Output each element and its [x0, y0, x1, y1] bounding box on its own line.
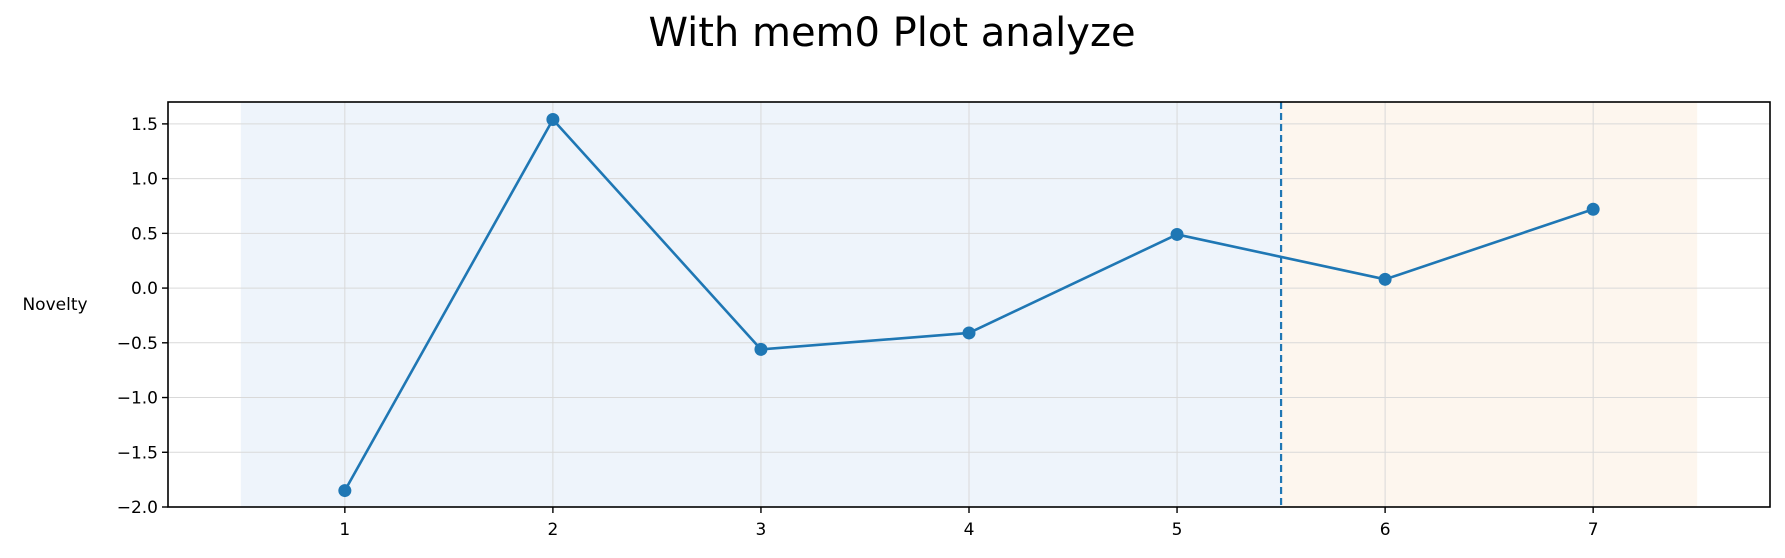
- y-tick-label: −2.0: [117, 498, 158, 518]
- y-axis-label: Novelty: [22, 295, 87, 315]
- y-tick-label: −1.5: [117, 443, 158, 463]
- x-tick-label: 1: [339, 520, 350, 540]
- data-point: [1378, 272, 1392, 286]
- chart-title: With mem0 Plot analyze: [648, 10, 1135, 56]
- x-tick-label: 7: [1588, 520, 1599, 540]
- x-tick-label: 6: [1380, 520, 1391, 540]
- x-tick-label: 5: [1172, 520, 1183, 540]
- plot-area: 1 2 3 4 5 6 7 −2.0 −1.5 −1.0 −0.5 0.0 0.5 1.0 1.5: [117, 101, 1771, 540]
- y-tick-label: 0.5: [131, 224, 158, 244]
- data-point: [338, 484, 352, 498]
- data-point: [962, 326, 976, 340]
- data-point: [1586, 202, 1600, 216]
- y-tick-label: −1.0: [117, 389, 158, 409]
- x-tick-label: 2: [547, 520, 558, 540]
- data-point: [546, 113, 560, 127]
- y-tick-label: 1.5: [131, 115, 158, 135]
- data-point: [1170, 227, 1184, 241]
- x-tick-label: 4: [964, 520, 975, 540]
- y-tick-label: 0.0: [131, 279, 158, 299]
- y-tick-label: 1.0: [131, 170, 158, 190]
- data-point: [754, 342, 768, 356]
- shaded-region-2: [1281, 102, 1698, 507]
- x-tick-label: 3: [756, 520, 767, 540]
- y-tick-label: −0.5: [117, 334, 158, 354]
